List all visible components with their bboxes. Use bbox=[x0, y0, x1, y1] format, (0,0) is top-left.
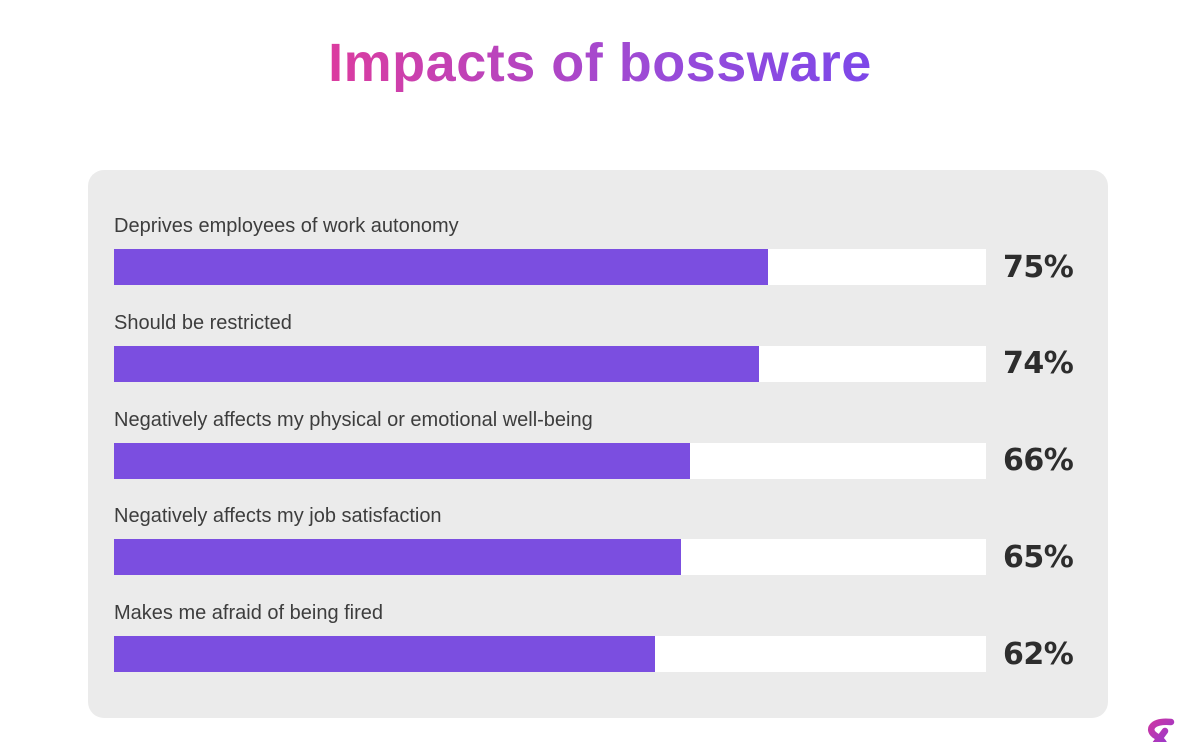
percent-sign: % bbox=[1043, 443, 1074, 478]
bar-value: 65% bbox=[1003, 540, 1081, 575]
percent-sign: % bbox=[1043, 636, 1074, 672]
bar-value: 66% bbox=[1003, 443, 1081, 478]
brand-logo-icon bbox=[1134, 714, 1184, 742]
bar-label: Should be restricted bbox=[114, 311, 292, 334]
bar-value-number: 62 bbox=[1003, 636, 1044, 672]
bar-value: 75% bbox=[1003, 250, 1081, 285]
bar-row: Should be restricted 74% bbox=[114, 310, 1081, 382]
infographic-page: Impacts of bossware Deprives employees o… bbox=[0, 32, 1200, 742]
bar-fill bbox=[114, 249, 768, 285]
bar-row: Negatively affects my physical or emotio… bbox=[114, 407, 1081, 479]
bar-fill bbox=[114, 636, 655, 672]
bar-fill bbox=[114, 345, 760, 382]
bar-value: 74% bbox=[1003, 346, 1081, 381]
bar-fill bbox=[114, 442, 690, 479]
bar-value: 62% bbox=[1003, 637, 1081, 672]
bar-track bbox=[114, 249, 986, 285]
bar-fill bbox=[114, 539, 681, 576]
chart-title: Impacts of bossware bbox=[0, 32, 1200, 94]
bar-row: Makes me afraid of being fired 62% bbox=[114, 600, 1081, 672]
bar-label: Makes me afraid of being fired bbox=[114, 602, 384, 624]
bar-label: Deprives employees of work autonomy bbox=[114, 215, 459, 237]
bar-value-number: 66 bbox=[1003, 443, 1044, 478]
bar-track bbox=[114, 539, 986, 576]
bar-line: 62% bbox=[114, 636, 1081, 672]
bar-value-number: 75 bbox=[1003, 249, 1044, 285]
bar-row: Negatively affects my job satisfaction 6… bbox=[114, 503, 1081, 576]
bar-line: 65% bbox=[114, 539, 1081, 576]
bar-line: 74% bbox=[114, 345, 1081, 382]
bar-label: Negatively affects my job satisfaction bbox=[114, 505, 442, 528]
bar-track bbox=[114, 636, 986, 672]
bar-line: 75% bbox=[114, 249, 1081, 285]
percent-sign: % bbox=[1043, 346, 1074, 382]
bar-row: Deprives employees of work autonomy 75% bbox=[114, 213, 1081, 285]
bar-value-number: 65 bbox=[1003, 539, 1044, 575]
percent-sign: % bbox=[1043, 539, 1074, 575]
bar-track bbox=[114, 345, 986, 382]
bar-value-number: 74 bbox=[1003, 346, 1044, 382]
chart-card: Deprives employees of work autonomy 75% … bbox=[88, 170, 1108, 718]
bar-label: Negatively affects my physical or emotio… bbox=[114, 408, 593, 431]
percent-sign: % bbox=[1043, 249, 1074, 285]
bar-line: 66% bbox=[114, 442, 1081, 479]
bar-track bbox=[114, 442, 986, 479]
